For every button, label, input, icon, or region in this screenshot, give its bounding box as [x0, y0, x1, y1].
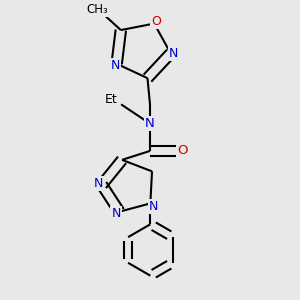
Text: N: N [110, 59, 120, 72]
Text: N: N [145, 117, 155, 130]
Text: Et: Et [105, 93, 118, 106]
Text: O: O [177, 144, 188, 158]
Text: N: N [112, 207, 121, 220]
Text: N: N [149, 200, 158, 213]
Text: N: N [94, 177, 104, 190]
Text: O: O [151, 16, 161, 28]
Text: CH₃: CH₃ [86, 3, 108, 16]
Text: N: N [169, 47, 178, 60]
